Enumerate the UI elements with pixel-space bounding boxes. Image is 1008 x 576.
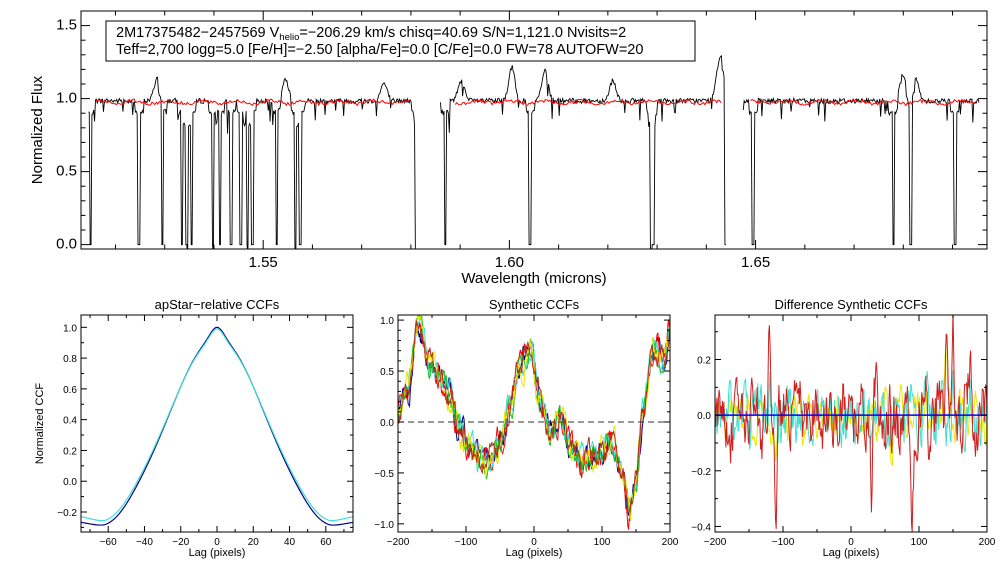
y-tick-label: 0.6 [63,385,77,396]
observed-line [440,54,726,249]
observed-line [88,76,416,249]
yellow-line [398,315,670,520]
x-tick-label: −200 [704,537,727,548]
x-tick-label: 40 [284,537,296,548]
model-line [454,98,722,106]
info-line-1: 2M17375482−2457569 Vhelio=−206.29 km/s c… [116,25,626,43]
y-tick-label: 0.2 [63,446,77,457]
y-tick-label: 1.5 [56,17,77,34]
x-tick-label: 20 [248,537,260,548]
x-tick-label: 0 [848,537,854,548]
x-axis-label: Lag (pixels) [823,547,880,559]
red-line [715,315,987,532]
y-tick-label: 0.5 [56,163,77,180]
y-tick-label: 0.4 [63,416,77,427]
panel-title: Difference Synthetic CCFs [775,297,928,312]
visit-2-line [81,328,353,522]
y-axis-label: Normalized Flux [29,75,46,184]
cyan-line [715,370,987,453]
info-line-2: Teff=2,700 logg=5.0 [Fe/H]=−2.50 [alpha/… [116,42,643,58]
spectrum-frame [80,10,988,250]
brown-line [398,320,670,514]
y-tick-label: 0.8 [63,354,77,365]
x-tick-label: −40 [136,537,153,548]
y-tick-label: −0.4 [691,522,711,533]
x-tick-label: 1.65 [741,254,770,271]
ccf-series [398,315,670,530]
y-tick-label: −0.2 [691,467,711,478]
x-tick-label: −100 [455,537,478,548]
y-tick-label: 1.0 [56,90,77,107]
y-tick-label: 0.2 [697,356,711,367]
y-axis-label: Normalized CCF [34,383,46,465]
y-tick-label: −0.2 [57,508,77,519]
info-line-1-suffix: =−206.29 km/s chisq=40.69 S/N=1,121.0 Nv… [299,25,626,41]
panel-title: apStar−relative CCFs [155,297,280,312]
x-tick-label: 100 [594,537,611,548]
info-line-1-prefix: 2M17375482−2457569 V [116,25,280,41]
y-tick-label: −1.0 [374,520,394,531]
x-tick-label: −60 [100,537,117,548]
x-axis-label: Lag (pixels) [506,547,563,559]
difference-ccf-panel: −200 −100 0 100 200 −0.4 −0.2 0.0 0.2 Difference … [691,297,996,559]
panel-title: Synthetic CCFs [489,297,580,312]
cyan-line [398,316,670,506]
x-tick-label: 200 [662,537,679,548]
info-line-1-subscript: helio [279,32,299,43]
apstar-frame [80,314,354,533]
y-tick-label: 0.5 [380,367,394,378]
x-tick-label: 100 [911,537,928,548]
observed-line [742,73,980,246]
x-tick-label: 1.60 [495,254,524,271]
x-tick-label: 200 [979,537,996,548]
y-tick-label: 0.0 [56,236,77,253]
x-axis-label: Wavelength (microns) [461,270,606,287]
x-tick-label: 60 [320,537,332,548]
apstar-ccf-panel: −60 −40 −20 0 20 40 60 −0.2 0.0 0.2 0.4 0.6 0.8 1.0 ap… [34,297,354,559]
y-tick-label: 1.0 [63,323,77,334]
y-tick-label: 0.0 [380,418,394,429]
x-tick-label: 0 [214,537,220,548]
x-tick-label: 0 [531,537,537,548]
x-axis-label: Lag (pixels) [189,547,246,559]
spectrum-panel: 1.55 1.60 1.65 0.0 0.5 1.0 1.5 Wavelength (micr… [29,10,988,287]
ccf-series [81,326,353,526]
visit-1-line [81,326,353,526]
green-line [398,315,670,514]
x-tick-label: 1.55 [249,254,278,271]
y-tick-label: 0.0 [697,411,711,422]
y-tick-label: 0.0 [63,477,77,488]
y-tick-label: −0.5 [374,469,394,480]
y-tick-label: 1.0 [380,316,394,327]
info-box [105,20,696,62]
observed-series [88,54,980,249]
x-tick-label: −200 [387,537,410,548]
model-line [95,98,411,107]
x-tick-label: −100 [772,537,795,548]
ccf-series [715,315,987,532]
model-series [95,98,977,107]
model-line [750,98,977,107]
synthetic-ccf-panel: −200 −100 0 100 200 −1.0 −0.5 0.0 0.5 1.0 Syntheti… [374,297,679,559]
x-tick-label: −20 [172,537,189,548]
